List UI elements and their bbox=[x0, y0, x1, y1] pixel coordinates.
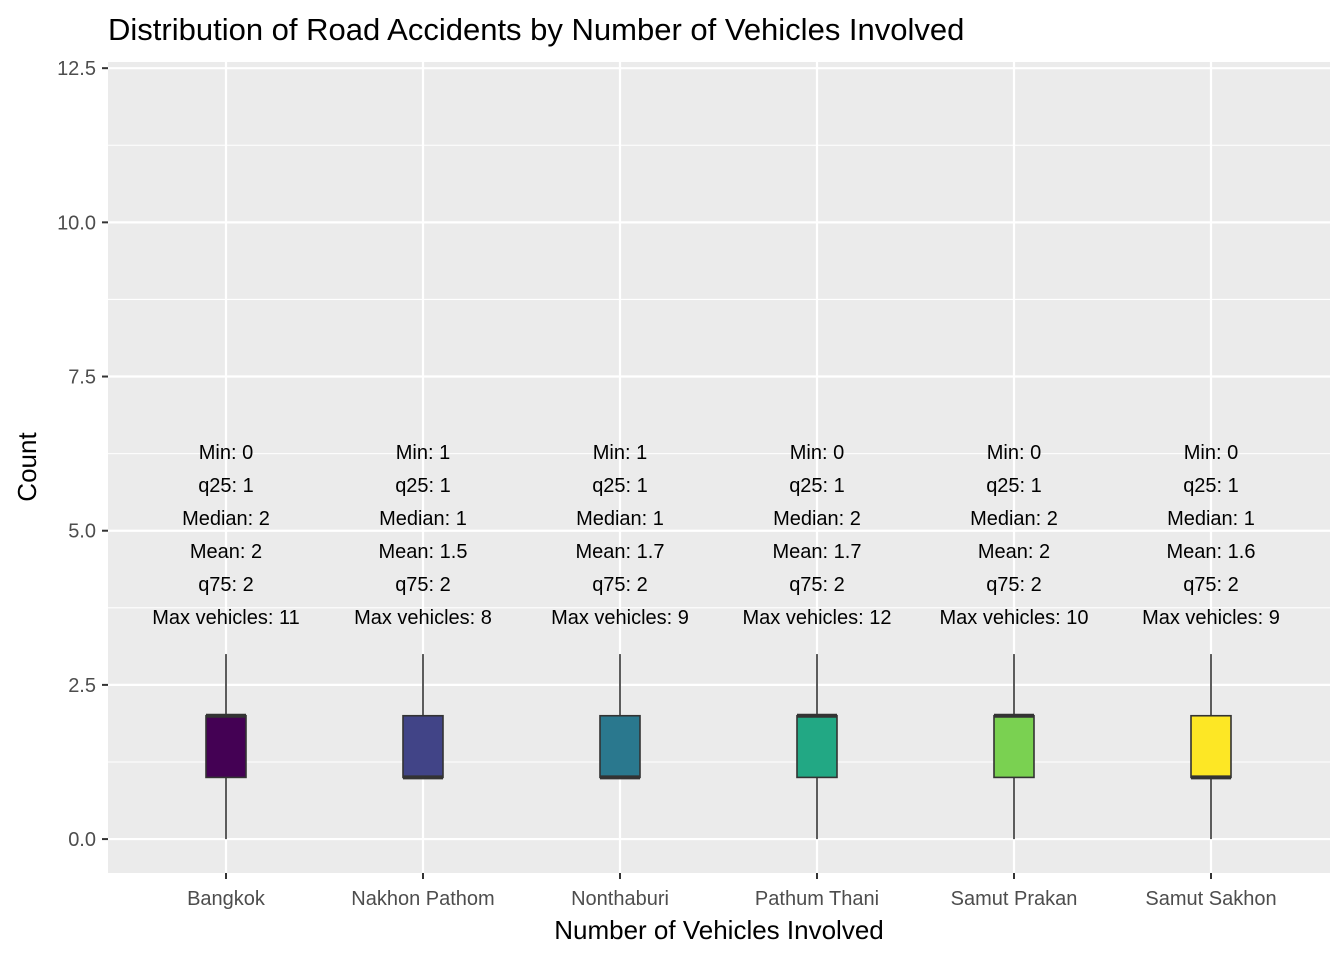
stat-label: q25: 1 bbox=[789, 475, 845, 497]
stat-label: Mean: 1.7 bbox=[773, 541, 862, 563]
stat-label: Max vehicles: 8 bbox=[354, 607, 492, 629]
stat-label: Max vehicles: 10 bbox=[940, 607, 1089, 629]
stat-label: Min: 0 bbox=[987, 442, 1041, 464]
chart-title: Distribution of Road Accidents by Number… bbox=[108, 12, 964, 47]
y-tick-label: 0.0 bbox=[68, 829, 96, 851]
stat-label: Max vehicles: 12 bbox=[743, 607, 892, 629]
y-tick-label: 10.0 bbox=[57, 212, 96, 234]
x-axis-title: Number of Vehicles Involved bbox=[554, 915, 884, 945]
stat-label: Median: 2 bbox=[182, 508, 270, 530]
box bbox=[599, 714, 641, 779]
x-tick-label: Bangkok bbox=[187, 888, 266, 910]
stat-label: q75: 2 bbox=[395, 574, 451, 596]
stat-label: Mean: 1.5 bbox=[379, 541, 468, 563]
stat-label: Min: 1 bbox=[396, 442, 450, 464]
x-tick-label: Pathum Thani bbox=[755, 888, 879, 910]
stat-label: q75: 2 bbox=[592, 574, 648, 596]
y-tick-label: 5.0 bbox=[68, 521, 96, 543]
stat-label: q75: 2 bbox=[789, 574, 845, 596]
y-tick-label: 12.5 bbox=[57, 58, 96, 80]
stat-label: Median: 1 bbox=[576, 508, 664, 530]
stat-label: q25: 1 bbox=[592, 475, 648, 497]
stat-label: q75: 2 bbox=[1183, 574, 1239, 596]
boxes bbox=[205, 654, 1232, 840]
stat-label: q75: 2 bbox=[986, 574, 1042, 596]
stat-label: q25: 1 bbox=[395, 475, 451, 497]
y-tick-label: 7.5 bbox=[68, 367, 96, 389]
stat-label: Min: 0 bbox=[1184, 442, 1238, 464]
y-axis-title: Count bbox=[12, 432, 42, 502]
stat-label: Min: 1 bbox=[593, 442, 647, 464]
box bbox=[1190, 714, 1232, 779]
box bbox=[402, 714, 444, 779]
stat-label: Median: 2 bbox=[970, 508, 1058, 530]
stat-label: Min: 0 bbox=[199, 442, 253, 464]
stat-label: Max vehicles: 9 bbox=[551, 607, 689, 629]
x-tick-label: Nonthaburi bbox=[571, 888, 669, 910]
stat-label: Max vehicles: 11 bbox=[152, 607, 299, 629]
box bbox=[993, 714, 1035, 779]
x-tick-label: Nakhon Pathom bbox=[351, 888, 494, 910]
stat-label: Median: 1 bbox=[379, 508, 467, 530]
x-axis: Bangkok Nakhon Pathom Nonthaburi Pathum Tha… bbox=[187, 873, 1277, 910]
box bbox=[796, 714, 838, 779]
y-axis: 0.0 2.5 5.0 7.5 10.0 12.5 bbox=[57, 58, 108, 851]
x-tick-label: Samut Prakan bbox=[951, 888, 1078, 910]
stat-label: q25: 1 bbox=[1183, 475, 1239, 497]
stat-label: Median: 1 bbox=[1167, 508, 1255, 530]
stat-label: Max vehicles: 9 bbox=[1142, 607, 1280, 629]
stat-label: q25: 1 bbox=[986, 475, 1042, 497]
stat-labels: Min: 0 q25: 1 Median: 2 Mean: 2 q75: 2 Max ve… bbox=[152, 442, 1280, 629]
stat-label: Mean: 2 bbox=[190, 541, 262, 563]
stat-label: Min: 0 bbox=[790, 442, 844, 464]
x-tick-label: Samut Sakhon bbox=[1145, 888, 1276, 910]
box bbox=[205, 714, 247, 779]
stat-label: Mean: 2 bbox=[978, 541, 1050, 563]
stat-label: Median: 2 bbox=[773, 508, 861, 530]
y-tick-label: 2.5 bbox=[68, 675, 96, 697]
stat-label: Mean: 1.6 bbox=[1167, 541, 1256, 563]
stat-label: Mean: 1.7 bbox=[576, 541, 665, 563]
minor-gridlines bbox=[108, 144, 1330, 763]
stat-label: q75: 2 bbox=[198, 574, 254, 596]
plot-panel bbox=[108, 62, 1330, 873]
stat-label: q25: 1 bbox=[198, 475, 254, 497]
